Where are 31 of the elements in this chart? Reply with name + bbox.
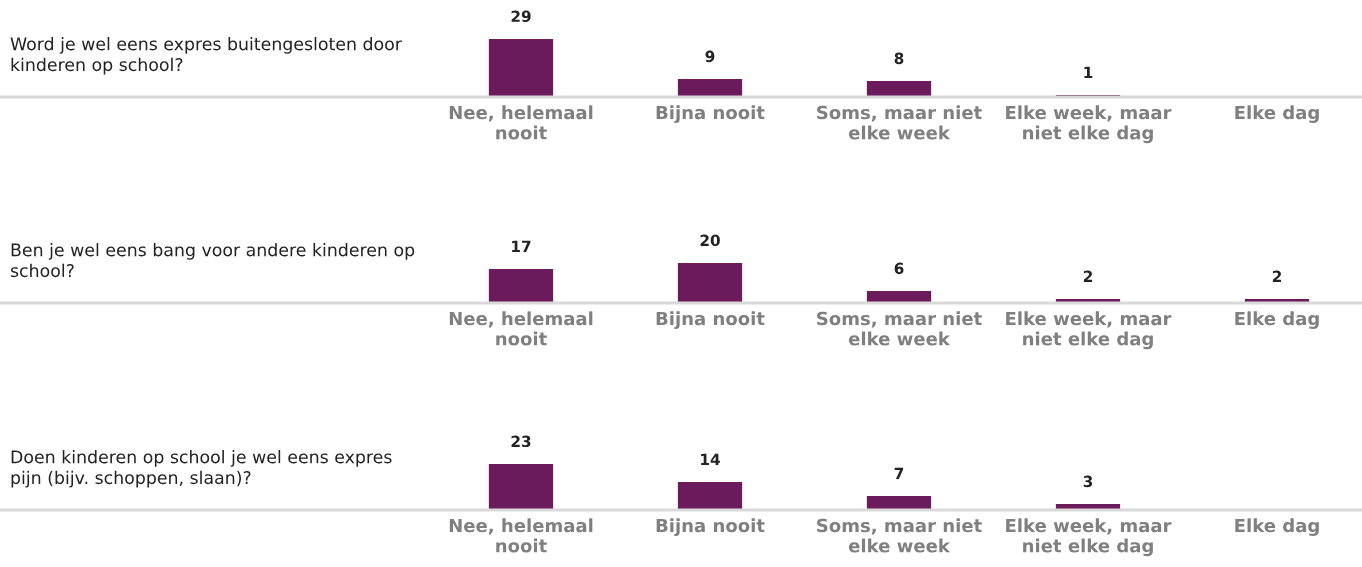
- data-label: 1: [1084, 66, 1093, 78]
- data-label: 17: [512, 240, 531, 252]
- x-tick-label: Elke week, maar niet elke dag: [1006, 105, 1172, 144]
- data-label: 9: [705, 50, 715, 63]
- x-tick-label: Bijna nooit: [656, 105, 765, 123]
- x-tick-label: Elke dag: [1235, 311, 1319, 329]
- x-tick-label: Soms, maar niet elke week: [817, 518, 982, 553]
- data-label: 8: [894, 52, 904, 65]
- data-label: 29: [511, 10, 531, 23]
- text: Word je wel eens expres buitengesloten door kinderen op school?: [10, 36, 402, 75]
- data-label: 2: [1083, 270, 1092, 282]
- x-tick-label: Bijna nooit: [656, 311, 765, 329]
- text: Doen kinderen op school je wel eens expres pijn (bijv. schoppen, slaan)?: [11, 449, 392, 488]
- data-label: 2: [1272, 270, 1281, 282]
- x-tick-label: Elke dag: [1235, 105, 1319, 123]
- data-label: 23: [511, 435, 531, 448]
- data-label: 14: [701, 453, 720, 465]
- x-tick-label: Soms, maar niet elke week: [817, 311, 982, 346]
- text: Ben je wel eens bang voor andere kinderen op school?: [10, 242, 415, 278]
- x-tick-label: Nee, helemaal nooit: [449, 311, 593, 346]
- x-tick-label: Elke dag: [1235, 518, 1319, 536]
- data-label: 20: [700, 234, 720, 247]
- x-tick-label: Nee, helemaal nooit: [449, 105, 593, 140]
- data-label: 7: [894, 467, 904, 479]
- x-tick-label: Elke week, maar niet elke dag: [1006, 518, 1172, 557]
- x-tick-label: Bijna nooit: [656, 518, 765, 536]
- data-label: 6: [894, 262, 904, 275]
- x-tick-label: Elke week, maar niet elke dag: [1006, 311, 1172, 350]
- data-label: 3: [1083, 475, 1093, 488]
- x-tick-label: Nee, helemaal nooit: [449, 518, 593, 553]
- x-tick-label: Soms, maar niet elke week: [817, 105, 982, 140]
